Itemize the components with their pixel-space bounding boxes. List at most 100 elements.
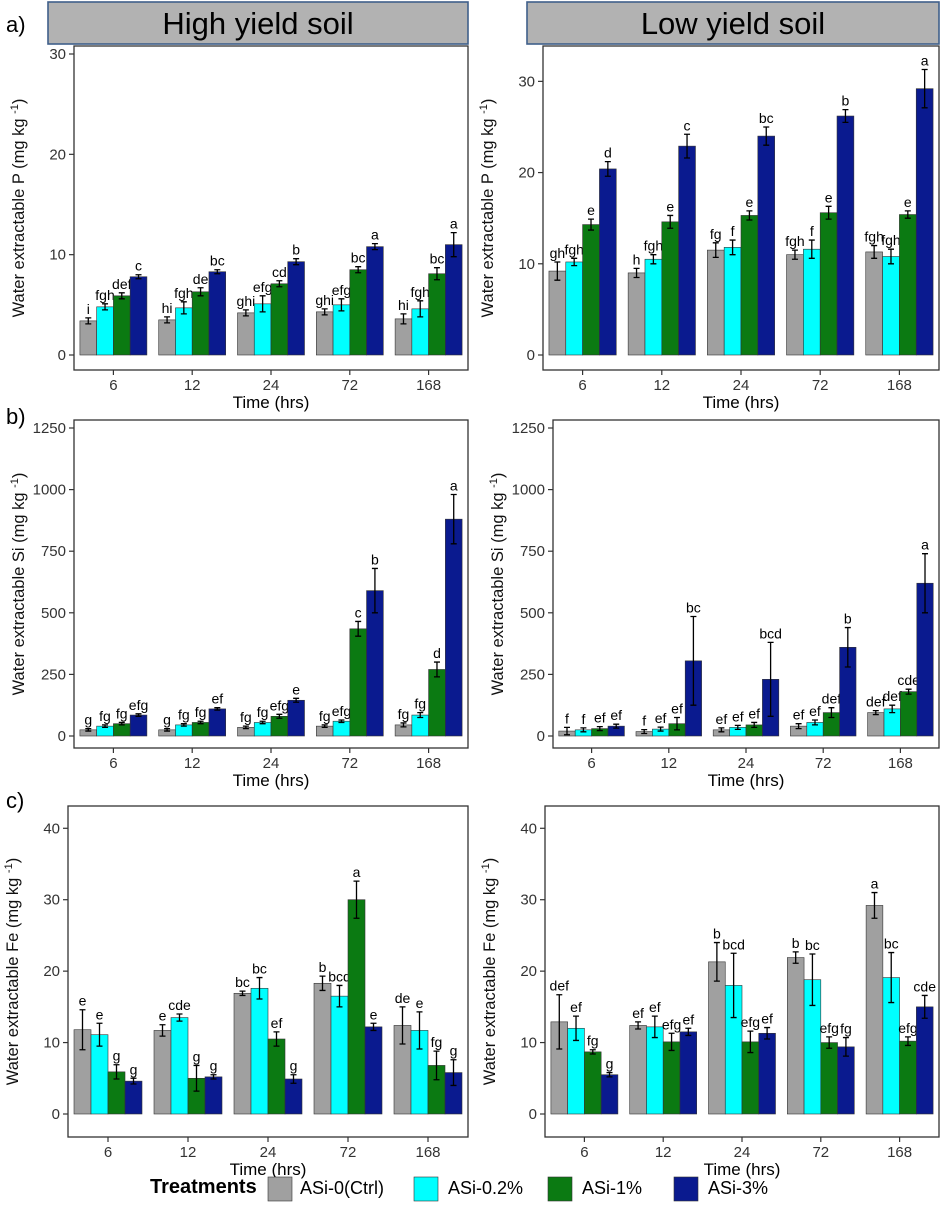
a_low-bar-72-1: [803, 248, 821, 356]
a_low-ytick-label-3: 30: [518, 73, 535, 90]
a_low-errorbar-24-1: [729, 239, 736, 256]
b_low-errorbar-168-0: [872, 709, 879, 716]
a_high-bar-72-1: [332, 304, 351, 356]
a_high-sig-label-72-2: bc: [351, 250, 366, 266]
b_high-bar-72-1: [332, 720, 351, 737]
a_low-sig-label-168-1: fgh: [881, 232, 900, 248]
a_high-errorbar-12-0: [164, 316, 171, 324]
b_low-errorbar-168-1: [889, 704, 896, 714]
a_high-errorbar-24-2: [276, 280, 283, 288]
a_high-bar-6-1: [96, 306, 114, 356]
a_high-errorbar-12-2: [197, 287, 204, 297]
c_high-bar-12-0: [153, 1030, 172, 1115]
a_high-ytick-label-1: 10: [49, 247, 66, 264]
b_low-errorbar-168-2: [905, 688, 912, 695]
c_low-sig-label-72-1: bc: [805, 937, 820, 953]
c_low-errorbar-72-1: [809, 953, 816, 1007]
a_high-bar-24-2: [270, 283, 289, 356]
a_low-xtick-label-12: 12: [653, 377, 670, 394]
c_high-ylabel: Water extractable Fe (mg kg -1): [3, 858, 22, 1085]
b_high-sig-label-24-3: e: [292, 681, 300, 697]
c_low-ytick-label-1: 10: [520, 1035, 537, 1052]
b_high-sig-label-72-2: c: [355, 604, 362, 620]
chart-c-high: 0 10 20 30 40 Water extractable Fe (mg kg -1)…: [3, 805, 469, 1179]
a_high-ytick-label-3: 30: [49, 46, 66, 63]
c_high-bar-12-1: [170, 1017, 189, 1115]
c_high-errorbar-12-1: [176, 1013, 183, 1022]
b_high-errorbar-168-2: [433, 661, 440, 678]
b_high-errorbar-6-0: [85, 727, 92, 732]
b_high-sig-label-72-0: fg: [319, 708, 331, 724]
a_low-bar-6-0: [548, 270, 567, 356]
c_low-sig-label-72-3: fg: [840, 1021, 852, 1037]
c_low-errorbar-6-0: [556, 994, 563, 1050]
b_high-bar-24-3: [287, 699, 305, 737]
b_low-ytick-label-2: 500: [520, 605, 545, 622]
b_low-ytick-label-3: 750: [520, 543, 545, 560]
c_low-xlabel: Time (hrs): [704, 1160, 781, 1179]
c_low-bar-72-3: [837, 1046, 855, 1115]
b_low-sig-label-24-0: ef: [716, 711, 728, 727]
b_low-sig-label-72-3: b: [844, 611, 852, 627]
b_high-sig-label-12-0: g: [163, 712, 171, 728]
a_high-bar-12-2: [191, 291, 210, 356]
a_high-errorbar-168-3: [450, 231, 457, 258]
c_high-errorbar-72-2: [353, 880, 360, 919]
a_high-sig-label-6-2: def: [112, 276, 132, 292]
c_high-xtick-label-24: 24: [260, 1144, 277, 1161]
c_low-errorbar-6-2: [589, 1049, 596, 1055]
b_low-sig-label-12-2: ef: [671, 701, 683, 717]
b_low-errorbar-24-3: [767, 641, 774, 717]
b_low-ylabel: Water extractable Si (mg kg -1): [488, 473, 507, 696]
a_low-errorbar-6-3: [604, 160, 611, 177]
c_high-errorbar-24-2: [273, 1031, 280, 1047]
b_low-errorbar-6-2: [596, 725, 603, 732]
chart-b-low: 0 250 500 750 1000 1250 Water extractable Si (…: [488, 419, 940, 790]
b_high-xtick-label-72: 72: [341, 755, 358, 772]
b_high-ylabel: Water extractable Si (mg kg -1): [9, 473, 28, 696]
b_high-sig-label-168-1: fg: [414, 696, 426, 712]
b_high-errorbar-168-0: [400, 722, 407, 728]
c_high-sig-label-168-3: g: [450, 1043, 458, 1059]
b_low-sig-label-6-0: f: [565, 710, 569, 726]
c_low-bar-24-3: [758, 1032, 776, 1115]
a_low-bar-24-1: [723, 247, 742, 356]
a_low-xtick-label-24: 24: [733, 377, 750, 394]
c_low-sig-label-6-0: def: [550, 978, 570, 994]
c_high-sig-label-6-3: g: [130, 1061, 138, 1077]
b_high-sig-label-12-3: ef: [211, 691, 223, 707]
a_low-bar-72-3: [836, 115, 855, 356]
b_low-xtick-label-168: 168: [888, 755, 913, 772]
c_low-errorbar-24-0: [713, 941, 720, 982]
c_low-errorbar-168-0: [871, 891, 878, 919]
b_high-sig-label-168-2: d: [433, 645, 441, 661]
b_high-xtick-label-12: 12: [184, 755, 201, 772]
c_high-errorbar-72-3: [370, 1022, 377, 1032]
c_low-bar-168-2: [899, 1040, 917, 1115]
b_low-xtick-label-72: 72: [815, 755, 832, 772]
c_low-errorbar-24-2: [747, 1030, 754, 1054]
c_low-xtick-label-72: 72: [812, 1144, 829, 1161]
a_low-bar-6-2: [582, 224, 600, 356]
b_low-sig-label-6-2: ef: [594, 710, 606, 726]
c_low-errorbar-24-3: [764, 1026, 771, 1040]
a_low-sig-label-6-2: e: [587, 202, 595, 218]
b_high-bar-168-3: [445, 518, 463, 737]
b_low-bar-168-0: [867, 712, 885, 737]
a_low-errorbar-12-1: [650, 254, 657, 265]
b_high-bar-72-2: [349, 628, 367, 737]
c_low-bar-168-3: [916, 1006, 934, 1115]
strip-high-yield-label: High yield soil: [162, 6, 353, 41]
a_high-bar-72-3: [366, 246, 384, 356]
c_high-bar-24-2: [267, 1038, 286, 1115]
b_low-sig-label-6-3: ef: [610, 707, 622, 723]
a_low-errorbar-24-2: [746, 210, 753, 221]
a_high-bar-12-0: [158, 319, 176, 356]
b_low-sig-label-168-2: cde: [897, 672, 920, 688]
a_low-bar-168-1: [882, 256, 900, 356]
c_high-errorbar-24-0: [239, 990, 246, 997]
a_low-sig-label-24-1: f: [731, 223, 735, 239]
a_high-xtick-label-12: 12: [184, 377, 201, 394]
c_high-xtick-label-72: 72: [340, 1144, 357, 1161]
a_low-bar-168-0: [865, 251, 883, 356]
